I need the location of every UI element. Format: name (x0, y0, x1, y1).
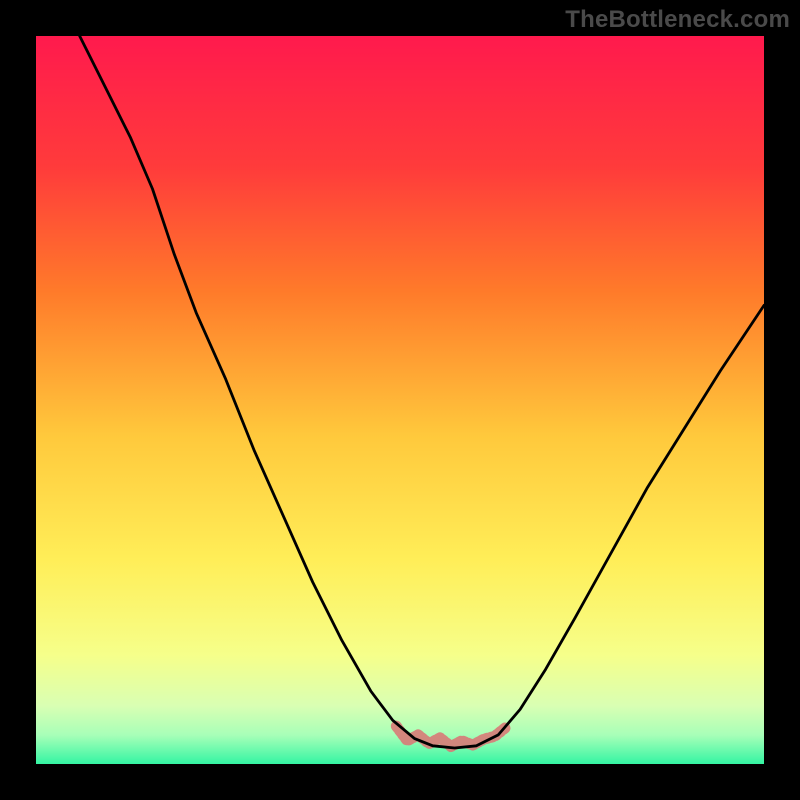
chart-frame: TheBottleneck.com (0, 0, 800, 800)
watermark-text: TheBottleneck.com (565, 6, 790, 34)
plot-background (36, 36, 764, 764)
bottleneck-chart (36, 36, 764, 764)
